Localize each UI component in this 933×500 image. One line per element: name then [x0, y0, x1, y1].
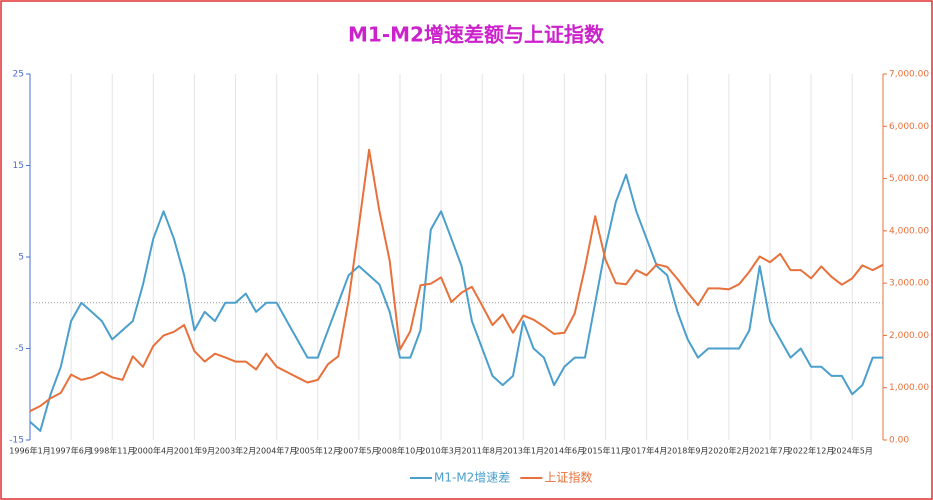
- x-tick-label: 2020年2月: [708, 446, 749, 456]
- y-tick-label: 15: [13, 161, 24, 171]
- x-tick-label: 2018年9月: [667, 446, 708, 456]
- x-tick-label: 2005年12月: [294, 446, 341, 456]
- x-tick-label: 2014年6月: [544, 446, 585, 456]
- x-tick-label: 2015年11月: [582, 446, 629, 456]
- x-tick-label: 2003年2月: [215, 446, 256, 456]
- x-tick-label: 1998年11月: [89, 446, 136, 456]
- x-tick-label: 2000年4月: [133, 446, 174, 456]
- x-tick-label: 2017年4月: [626, 446, 667, 456]
- legend-label: 上证指数: [544, 470, 592, 485]
- x-tick-label: 2008年10月: [377, 446, 424, 456]
- y-tick-label: 5: [18, 253, 24, 263]
- y-tick-label: 25: [13, 70, 24, 80]
- y2-tick-label: 0.00: [889, 436, 909, 446]
- y2-tick-label: 5,000.00: [889, 174, 929, 184]
- x-tick-label: 2013年1月: [503, 446, 544, 456]
- y2-tick-label: 4,000.00: [889, 226, 929, 236]
- series-line: [29, 148, 884, 413]
- y2-tick-label: 1,000.00: [889, 383, 929, 393]
- y2-tick-label: 2,000.00: [889, 331, 929, 341]
- x-tick-label: 2022年12月: [788, 446, 835, 456]
- y2-tick-label: 3,000.00: [889, 279, 929, 289]
- x-tick-label: 2024年5月: [831, 446, 872, 456]
- x-tick-label: 2007年5月: [338, 446, 379, 456]
- x-tick-label: 2004年7月: [256, 446, 297, 456]
- x-tick-label: 2011年8月: [461, 446, 502, 456]
- chart-title: M1-M2增速差额与上证指数: [348, 23, 605, 47]
- x-tick-label: 2001年9月: [174, 446, 215, 456]
- legend-label: M1-M2增速差: [434, 471, 510, 485]
- x-tick-label: 2021年7月: [749, 446, 790, 456]
- y2-tick-label: 7,000.00: [889, 70, 929, 80]
- x-tick-label: 2010年3月: [420, 446, 461, 456]
- y-tick-label: -15: [9, 436, 24, 446]
- x-tick-label: 1996年1月: [9, 446, 50, 456]
- x-tick-label: 1997年6月: [50, 446, 91, 456]
- y-tick-label: -5: [15, 344, 24, 354]
- series-line: [29, 173, 883, 432]
- y2-tick-label: 6,000.00: [889, 122, 929, 132]
